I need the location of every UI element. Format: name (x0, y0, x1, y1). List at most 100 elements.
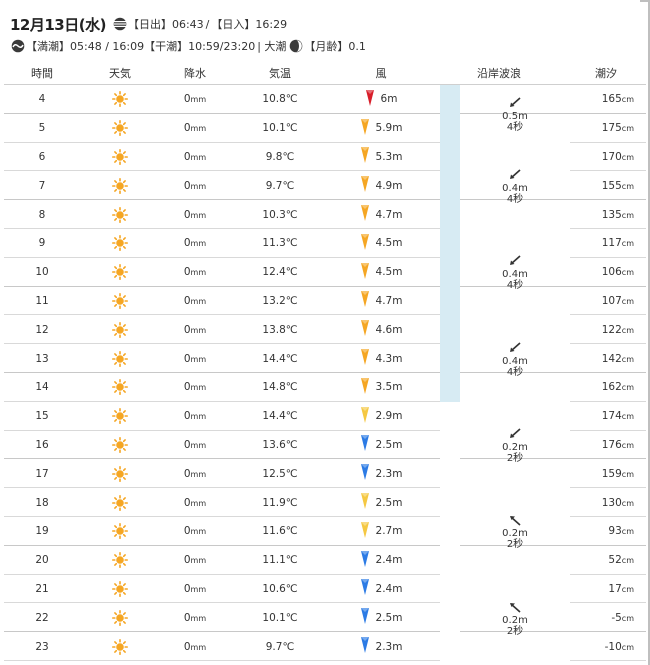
tide-value: 142 (601, 352, 622, 365)
wind-cell: 3.5m (330, 377, 432, 397)
rain-unit: mm (190, 527, 207, 537)
sun-icon (80, 379, 160, 396)
hour-cell: 12 (35, 323, 49, 336)
temperature-cell: 14.8℃ (262, 381, 298, 394)
sunset-label: 【日入】 (211, 18, 256, 31)
wind-direction-icon (360, 262, 370, 282)
arrow-down-left-icon (510, 255, 521, 266)
tide-value: 106 (601, 266, 622, 279)
wind-cell: 4.7m (330, 291, 432, 310)
row-divider (570, 631, 646, 633)
temperature-cell: 10.6℃ (262, 582, 298, 595)
sun-icon (80, 408, 160, 425)
temperature-cell: 10.1℃ (262, 122, 298, 135)
tide-value: 174 (601, 410, 622, 423)
row-divider (570, 112, 646, 114)
sun-icon (80, 120, 160, 137)
wave-height: 0.2m (502, 614, 528, 626)
sun-icon (80, 235, 160, 252)
rain-value: 0 (183, 554, 191, 567)
wave-block-divider (460, 458, 570, 460)
row-divider (4, 660, 440, 661)
rain-value: 0 (183, 582, 191, 595)
row-divider (4, 400, 440, 402)
table-row: 19 0mm 11.6℃ 2.7m 93cm (4, 517, 646, 546)
wind-speed: 2.7m (375, 525, 403, 538)
wind-speed: 4.5m (375, 237, 403, 250)
tide-value: 122 (601, 323, 622, 336)
header-line-2: 【満潮】 05:48 / 16:09 【干潮】 10:59/23:20 | 大潮… (10, 36, 644, 56)
hour-cell: 8 (38, 208, 46, 221)
wind-direction-icon (360, 493, 370, 512)
high-tide-times: 05:48 / 16:09 (70, 39, 145, 53)
wind-cell: 2.4m (330, 550, 432, 570)
table-row: 17 0mm 12.5℃ 2.3m 159cm (4, 459, 646, 488)
wind-speed: 2.9m (375, 410, 403, 423)
rain-value: 0 (183, 438, 191, 451)
tide-cell: 162cm (566, 381, 646, 393)
tide-cell: 142cm (566, 353, 646, 365)
rain-cell: 0mm (160, 266, 230, 278)
moon-age-label: 【月齢】 (304, 40, 349, 53)
sun-icon (80, 523, 160, 540)
wind-direction-icon (360, 406, 370, 426)
rain-cell: 0mm (160, 381, 230, 393)
wind-cell: 2.7m (330, 521, 432, 541)
arrow-up-left-icon (510, 516, 521, 526)
tide-unit: cm (621, 498, 634, 508)
row-divider (570, 256, 646, 258)
rain-cell: 0mm (160, 583, 230, 595)
rain-unit: mm (190, 383, 207, 393)
tide-cell: 52cm (566, 554, 646, 566)
row-divider (4, 372, 440, 373)
hour-cell: 9 (38, 237, 46, 250)
rain-value: 0 (183, 323, 191, 336)
wind-speed: 5.3m (375, 150, 403, 163)
wave-period: 4秒 (506, 193, 524, 205)
window-border (648, 0, 650, 665)
rain-value: 0 (183, 467, 191, 480)
wave-height: 0.2m (502, 528, 528, 540)
wind-speed: 2.5m (375, 438, 403, 451)
tide-unit: cm (621, 325, 634, 335)
tide-cell: 17cm (566, 583, 646, 595)
wind-speed: 2.3m (375, 467, 403, 480)
rain-unit: mm (190, 124, 207, 134)
wind-direction-icon (360, 291, 370, 310)
col-header-weather: 天気 (109, 67, 131, 80)
temperature-cell: 9.7℃ (265, 179, 295, 192)
table-row: 22 0mm 10.1℃ 2.5m -5cm (4, 603, 646, 632)
col-header-temp: 気温 (269, 67, 291, 80)
rain-value: 0 (183, 410, 191, 423)
tide-type: | 大潮 (257, 40, 287, 53)
temperature-cell: 10.1℃ (262, 611, 298, 624)
row-divider (4, 429, 440, 431)
arrow-down-left-icon (510, 428, 521, 438)
sunrise-icon (113, 17, 127, 31)
sun-icon (80, 580, 160, 597)
temperature-cell: 14.4℃ (262, 410, 298, 423)
wind-speed: 2.3m (375, 640, 403, 653)
wave-cell: 0.4m 4秒 (460, 254, 570, 291)
table-row: 18 0mm 11.9℃ 2.5m 130cm (4, 488, 646, 517)
hour-cell: 7 (38, 179, 46, 192)
hour-cell: 22 (35, 611, 49, 624)
sunrise-label: 【日出】 (127, 18, 172, 31)
tide-value: 155 (601, 179, 622, 192)
table-row: 6 0mm 9.8℃ 5.3m 170cm (4, 143, 646, 172)
wind-cell: 4.7m (330, 205, 432, 224)
row-divider (570, 429, 646, 431)
wave-period: 2秒 (506, 625, 524, 637)
tide-unit: cm (621, 152, 634, 162)
hour-cell: 16 (35, 438, 49, 451)
table-row: 8 0mm 10.3℃ 4.7m 135cm (4, 200, 646, 229)
sun-icon (80, 638, 160, 655)
low-tide-label: 【干潮】 (144, 40, 189, 53)
sunrise-time: 06:43 (171, 17, 204, 31)
forecast-table: 時間 天気 降水 気温 風 沿岸波浪 潮汐 4 0mm 10.8℃ 6m 165cm 5 0… (4, 62, 646, 661)
table-row: 16 0mm 13.6℃ 2.5m 176cm (4, 431, 646, 460)
tide-value: 117 (601, 237, 622, 250)
wave-cell: 0.2m 2秒 (460, 600, 570, 637)
wind-direction-icon (360, 176, 370, 195)
sun-icon (80, 465, 160, 482)
